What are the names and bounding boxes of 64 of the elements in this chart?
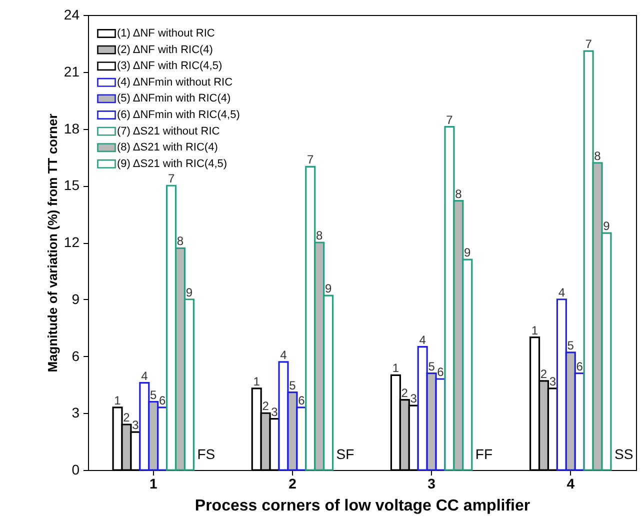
annotation: 6	[437, 365, 444, 379]
y-tick-label: 24	[64, 6, 80, 22]
annotation: 2	[123, 410, 130, 424]
y-tick-label: 9	[72, 290, 80, 307]
annotation: 6	[298, 393, 306, 408]
annotation: 3	[549, 374, 556, 388]
legend-label: (9) ΔS21 with RIC(4,5)	[117, 158, 228, 170]
x-tick-label: 3	[428, 476, 436, 492]
annotation: 3	[410, 392, 418, 406]
y-tick-label: 12	[64, 234, 80, 250]
y-tick-label: 18	[64, 120, 80, 136]
legend-label: (2) ΔNF with RIC(4)	[117, 44, 213, 56]
annotation: 7	[307, 152, 314, 167]
y-tick-label: 6	[72, 348, 80, 364]
annotation: SS	[614, 446, 634, 462]
annotation: 1	[392, 361, 400, 376]
annotation: 2	[401, 386, 408, 400]
legend-label: (8) ΔS21 with RIC(4)	[117, 142, 218, 154]
annotation: FF	[475, 446, 493, 462]
annotation: 3	[132, 418, 140, 432]
annotation: 4	[141, 368, 148, 383]
legend-label: (5) ΔNFmin with RIC(4)	[117, 92, 231, 105]
annotation: 9	[603, 219, 610, 234]
annotation: 1	[253, 374, 260, 388]
annotation: 9	[186, 285, 193, 300]
annotation: 4	[419, 332, 426, 347]
y-axis-title: Magnitude of variation (%) from TT corner	[44, 114, 60, 372]
annotation: 4	[280, 348, 288, 362]
annotation: 2	[540, 366, 548, 381]
annotation: 2	[262, 399, 270, 414]
legend-label: (3) ΔNF with RIC(4,5)	[117, 60, 222, 72]
y-tick-label: 21	[64, 63, 80, 80]
x-tick-label: 2	[288, 476, 297, 492]
annotation: 7	[168, 172, 175, 186]
annotation: 8	[594, 148, 602, 163]
annotation: 8	[455, 186, 462, 201]
legend-label: (7) ΔS21 without RIC	[117, 125, 220, 138]
annotation: FS	[197, 446, 216, 462]
annotation: 5	[150, 388, 158, 402]
annotation: SF	[336, 446, 354, 462]
annotation: 9	[324, 282, 332, 296]
annotation: 9	[464, 246, 472, 260]
annotation: 3	[271, 404, 278, 419]
annotation: 5	[289, 378, 296, 392]
annotation: 7	[446, 112, 454, 127]
legend-label: (6) ΔNFmin with RIC(4,5)	[117, 109, 240, 121]
annotation: 1	[114, 393, 122, 408]
annotation: 5	[567, 338, 574, 352]
annotation: 7	[585, 37, 592, 52]
annotation: 1	[531, 323, 538, 338]
x-tick-label: 4	[566, 476, 575, 492]
x-axis-title: Process corners of low voltage CC amplifier	[194, 498, 530, 514]
x-tick-label: 1	[149, 476, 158, 492]
annotation: 5	[428, 359, 436, 374]
y-tick-label: 3	[72, 404, 80, 421]
y-tick-label: 0	[72, 462, 80, 478]
y-tick-label: 15	[64, 177, 80, 194]
annotation: 4	[558, 285, 566, 300]
annotation: 6	[158, 393, 166, 408]
legend-label: (4) ΔNFmin without RIC	[117, 76, 233, 88]
annotation: 8	[316, 228, 324, 242]
annotation: 6	[576, 359, 584, 374]
legend-label: (1) ΔNF without RIC	[117, 28, 215, 40]
annotation: 8	[176, 234, 184, 248]
